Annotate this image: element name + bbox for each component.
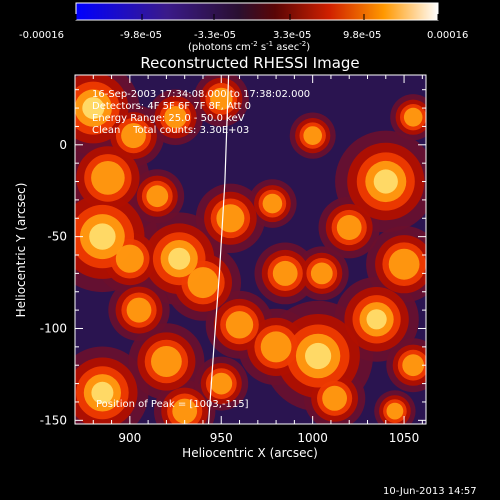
heatmap-blob-26-layer-4 (366, 309, 387, 330)
heatmap-blob-22-layer-3 (322, 385, 347, 411)
heatmap-blob-6-layer-3 (126, 297, 152, 323)
heatmap-blob-18-layer-3 (272, 260, 298, 286)
colorbar-ticks (75, 14, 439, 20)
peak-position-label: Position of Peak = [1003,-115] (96, 399, 249, 410)
heatmap-blob-20-layer-4 (305, 342, 332, 370)
heatmap-blob-24-layer-3 (336, 215, 362, 240)
x-tick-label-1050: 1050 (389, 431, 420, 445)
colorbar-tick-label-1: -9.8e-05 (120, 30, 162, 41)
heatmap-blob-4-layer-4 (89, 223, 116, 250)
heatmap-blob-3-layer-3 (146, 185, 169, 208)
chart-title: Reconstructed RHESSI Image (140, 54, 359, 72)
header-time-range: 16-Sep-2003 17:34:08.000 to 17:38:02.000 (92, 89, 310, 100)
heatmap-blob-23-layer-4 (373, 169, 398, 194)
heatmap-blob-28-layer-3 (386, 402, 404, 420)
heatmap-blob-7-layer-4 (91, 381, 114, 404)
colorbar-tick-label-2: -3.3e-05 (194, 30, 236, 41)
heatmap-image (75, 75, 426, 424)
heatmap-blob-10-layer-3 (164, 106, 187, 129)
y-axis-label: Heliocentric Y (arcsec) (14, 183, 28, 318)
plot-frame (74, 74, 427, 425)
header-energy-range: Energy Range: 25.0 - 50.0 keV (92, 113, 245, 124)
footer-timestamp: 10-Jun-2013 14:57 (383, 486, 477, 497)
heatmap-blob-8-layer-3 (151, 346, 182, 377)
heatmap-blob-27-layer-3 (402, 354, 425, 377)
solar-limb-curve (207, 75, 230, 424)
heatmap-blob-13-layer-3 (210, 87, 233, 111)
heatmap-blob-12-layer-3 (187, 267, 219, 299)
heatmap-blob-5-layer-3 (115, 244, 144, 273)
x-tick-label-1000: 1000 (297, 431, 328, 445)
colorbar-unit-label: (photons cm-2 s-1 asec-2) (188, 40, 310, 53)
y-tick-label-minus-150: -150 (40, 413, 67, 427)
heatmap-blob-30-layer-3 (403, 107, 423, 127)
colorbar (75, 2, 439, 21)
x-tick-label-900: 900 (118, 431, 141, 445)
heatmap-blob-17-layer-3 (262, 193, 283, 214)
header-clean-counts: Clean Total counts: 3.30E+03 (92, 125, 249, 136)
x-axis-label: Heliocentric X (arcsec) (182, 446, 318, 460)
heatmap-blob-2-layer-3 (91, 161, 125, 195)
colorbar-tick-label-3: 3.3e-05 (273, 30, 311, 41)
heatmap-blob-9-layer-3 (172, 398, 198, 424)
header-detectors: Detectors: 4F 5F 6F 7F 8F, Att 0 (92, 101, 251, 112)
colorbar-tick-label-4: 9.8e-05 (343, 30, 381, 41)
heatmap-blob-11-layer-4 (168, 247, 191, 270)
heatmap-blob-25-layer-3 (388, 248, 420, 280)
heatmap-blob-0-layer-4 (82, 97, 105, 120)
colorbar-tick-label-5: 0.00016 (427, 30, 468, 41)
x-tick-label-950: 950 (210, 431, 233, 445)
y-tick-label-minus-50: -50 (47, 230, 67, 244)
heatmap-blob-21-layer-3 (310, 262, 333, 285)
y-tick-label-0: 0 (59, 138, 67, 152)
heatmap-blob-1-layer-3 (121, 123, 146, 149)
heatmap-blob-15-layer-3 (225, 311, 254, 339)
heatmap-blob-14-layer-3 (216, 204, 245, 233)
axis-ticks (75, 75, 426, 424)
heatmap-blob-29-layer-3 (303, 126, 323, 145)
colorbar-tick-label-0: -0.00016 (19, 30, 64, 41)
y-tick-label-minus-100: -100 (40, 321, 67, 335)
heatmap-blob-16-layer-3 (210, 372, 233, 395)
heatmap-blob-19-layer-3 (260, 331, 292, 363)
